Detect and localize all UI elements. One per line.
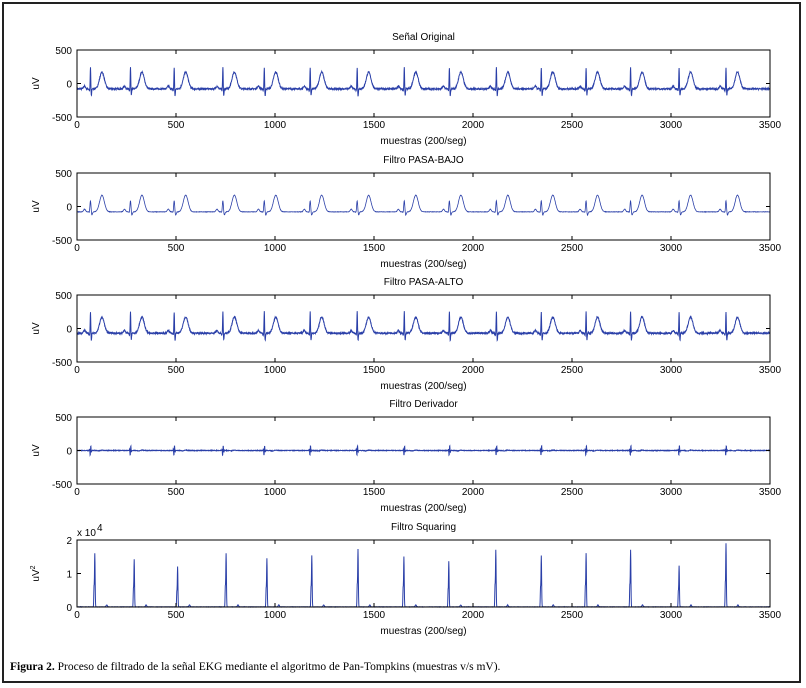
y-tick-label: 2: [66, 536, 72, 547]
caption-label: Figura 2.: [10, 661, 55, 673]
x-tick-label: 1500: [363, 120, 386, 131]
x-tick-label: 2000: [462, 365, 485, 376]
x-tick-label: 3500: [759, 243, 782, 254]
x-tick-label: 2000: [462, 120, 485, 131]
x-tick-label: 2500: [561, 243, 584, 254]
subplot-derivative: Filtro Derivador 0 500 1000 1500 2000 2500 3000…: [31, 399, 782, 514]
subplot-highpass: Filtro PASA-ALTO 0 500 1000 1500 2000 2500 3000…: [31, 277, 782, 392]
signal-trace: [76, 444, 771, 457]
signal-trace: [76, 543, 770, 608]
y-tick-label: -500: [52, 480, 72, 491]
x-tick-label: 2000: [462, 487, 485, 498]
x-tick-label: 3500: [759, 120, 782, 131]
x-tick-label: 500: [168, 365, 185, 376]
subplot-title: Señal Original: [392, 32, 455, 43]
x-tick-label: 1000: [264, 243, 287, 254]
x-tick-label: 3000: [660, 487, 683, 498]
x-tick-label: 2500: [561, 120, 584, 131]
y-tick-label: -500: [52, 358, 72, 369]
figure-caption: Figura 2. Proceso de filtrado de la seña…: [10, 661, 500, 673]
x-tick-label: 2000: [462, 243, 485, 254]
x-tick-label: 1500: [363, 243, 386, 254]
x-tick-label: 3500: [759, 487, 782, 498]
axes-box: [76, 294, 771, 363]
x-tick-label: 2500: [561, 365, 584, 376]
signal-trace: [76, 194, 771, 217]
y-tick-label: 0: [66, 80, 72, 91]
subplot-title: Filtro Squaring: [391, 522, 456, 533]
caption-text: Proceso de filtrado de la señal EKG medi…: [54, 661, 501, 673]
y-axis-label: uV2: [30, 565, 42, 581]
x-tick-label: 0: [74, 487, 80, 498]
x-tick-label: 500: [168, 120, 185, 131]
signal-trace: [76, 311, 771, 342]
y-tick-label: 500: [55, 413, 72, 424]
x-tick-label: 0: [74, 243, 80, 254]
subplot-squaring: Filtro Squaring 0 500 1000 1500 2000 2500 3000 3…: [30, 522, 782, 637]
x-tick-label: 2500: [561, 610, 584, 621]
x-axis-label: muestras (200/seg): [380, 259, 466, 270]
x-tick-label: 1000: [264, 120, 287, 131]
y-axis-label: uV: [31, 322, 42, 335]
y-scale-exponent: 4: [97, 523, 103, 534]
y-tick-label: -500: [52, 236, 72, 247]
y-tick-label: 0: [66, 203, 72, 214]
x-tick-label: 500: [168, 610, 185, 621]
y-tick-label: 500: [55, 46, 72, 57]
x-tick-label: 3000: [660, 120, 683, 131]
x-tick-label: 500: [168, 487, 185, 498]
subplot-lowpass: Filtro PASA-BAJO 0 500 1000 1500 2000 2500 3000…: [31, 155, 782, 270]
x-axis-label: muestras (200/seg): [380, 381, 466, 392]
x-tick-label: 3000: [660, 610, 683, 621]
x-tick-label: 3500: [759, 610, 782, 621]
x-tick-label: 500: [168, 243, 185, 254]
y-scale-label: x 10: [77, 528, 96, 539]
axes-box: [76, 49, 771, 118]
y-tick-label: -500: [52, 113, 72, 124]
x-tick-label: 1000: [264, 365, 287, 376]
x-tick-label: 0: [74, 365, 80, 376]
x-tick-label: 0: [74, 120, 80, 131]
y-tick-label: 1: [66, 570, 72, 581]
x-tick-label: 1500: [363, 487, 386, 498]
x-axis-label: muestras (200/seg): [380, 503, 466, 514]
x-axis-label: muestras (200/seg): [380, 136, 466, 147]
y-tick-label: 0: [66, 447, 72, 458]
x-tick-label: 2500: [561, 487, 584, 498]
x-tick-label: 1500: [363, 365, 386, 376]
y-tick-label: 0: [66, 325, 72, 336]
axes-box: [76, 172, 771, 241]
x-tick-label: 2000: [462, 610, 485, 621]
subplot-title: Filtro Derivador: [389, 399, 458, 410]
y-axis-label: uV: [31, 200, 42, 213]
subplot-title: Filtro PASA-ALTO: [384, 277, 464, 288]
signal-trace: [76, 67, 771, 97]
x-axis-label: muestras (200/seg): [380, 626, 466, 637]
y-axis-label: uV: [31, 444, 42, 457]
y-tick-label: 500: [55, 169, 72, 180]
y-tick-label: 0: [66, 603, 72, 614]
y-tick-label: 500: [55, 291, 72, 302]
x-tick-label: 3000: [660, 365, 683, 376]
x-tick-label: 1000: [264, 610, 287, 621]
subplot-original: Señal Original 0 500 1000 1500 2000 2500 3000 35…: [31, 32, 782, 147]
x-tick-label: 1000: [264, 487, 287, 498]
subplot-title: Filtro PASA-BAJO: [383, 155, 464, 166]
axes-box: [76, 539, 771, 608]
x-tick-label: 1500: [363, 610, 386, 621]
x-tick-label: 3500: [759, 365, 782, 376]
x-tick-label: 3000: [660, 243, 683, 254]
y-axis-label: uV: [31, 77, 42, 90]
x-tick-label: 0: [74, 610, 80, 621]
